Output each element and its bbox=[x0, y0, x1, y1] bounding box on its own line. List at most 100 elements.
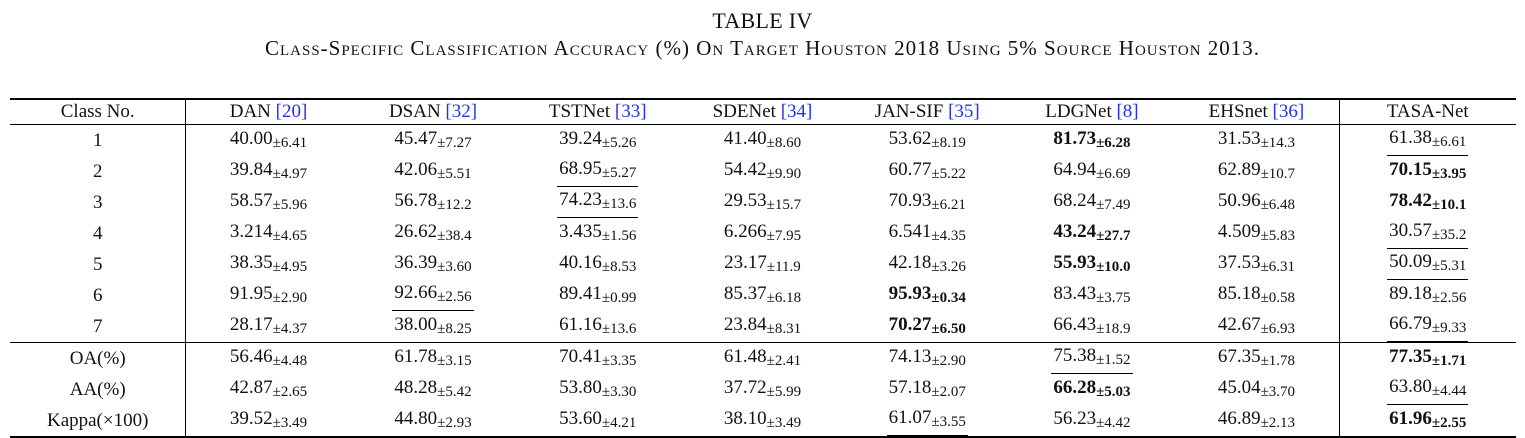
citation-link[interactable]: [32] bbox=[445, 101, 478, 122]
std-value: ±5.96 bbox=[272, 196, 308, 213]
citation-link[interactable]: [36] bbox=[1272, 101, 1305, 122]
table-row: Kappa(×100) 39.52±3.49 44.80±2.93 53.60±4.2… bbox=[10, 405, 1516, 438]
std-value: ±3.55 bbox=[931, 414, 966, 430]
table-cell: 39.84±4.97 bbox=[186, 156, 351, 187]
mean-value: 42.18 bbox=[888, 251, 932, 273]
std-value: ±3.60 bbox=[437, 258, 472, 275]
mean-value: 70.93 bbox=[888, 189, 932, 211]
mean-value: 83.43 bbox=[1053, 282, 1097, 304]
cell-value: 67.35±1.78 bbox=[1216, 344, 1297, 374]
cell-value: 61.78±3.15 bbox=[392, 344, 473, 374]
citation-link[interactable]: [20] bbox=[275, 101, 308, 122]
mean-value: 78.42 bbox=[1389, 189, 1432, 211]
table-row: 6 91.95±2.90 92.66±2.56 89.41±0.99 85.37±6.1… bbox=[10, 280, 1516, 311]
cell-value: 85.18±0.58 bbox=[1216, 281, 1297, 311]
std-value: ±6.18 bbox=[766, 289, 802, 306]
table-cell: 29.53±15.7 bbox=[680, 187, 845, 218]
mean-value: 64.94 bbox=[1053, 158, 1097, 180]
mean-value: 56.78 bbox=[394, 189, 438, 211]
std-value: ±6.50 bbox=[931, 320, 966, 337]
table-cell: 3.214±4.65 bbox=[186, 218, 351, 249]
std-value: ±5.42 bbox=[437, 383, 472, 400]
std-value: ±2.90 bbox=[931, 352, 966, 369]
mean-value: 70.15 bbox=[1389, 158, 1432, 180]
table-cell: 81.73±6.28 bbox=[1010, 125, 1175, 157]
table-cell: 36.39±3.60 bbox=[351, 249, 516, 280]
best-value: 78.42±10.1 bbox=[1387, 188, 1468, 218]
mean-value: 45.04 bbox=[1217, 376, 1261, 398]
mean-value: 89.41 bbox=[559, 282, 602, 304]
best-value: 70.27±6.50 bbox=[887, 312, 968, 342]
mean-value: 85.18 bbox=[1217, 282, 1261, 304]
table-row: 3 58.57±5.96 56.78±12.2 74.23±13.6 29.53±15.… bbox=[10, 187, 1516, 218]
mean-value: 28.17 bbox=[229, 313, 273, 335]
cell-value: 23.84±8.31 bbox=[722, 312, 803, 342]
std-value: ±13.6 bbox=[601, 196, 637, 212]
mean-value: 45.47 bbox=[394, 127, 438, 149]
citation-link[interactable]: [33] bbox=[614, 101, 647, 122]
std-value: ±3.15 bbox=[437, 352, 472, 369]
table-cell: 42.18±3.26 bbox=[845, 249, 1010, 280]
cell-value: 53.62±8.19 bbox=[887, 126, 968, 156]
mean-value: 38.35 bbox=[229, 251, 273, 273]
table-cell: 75.38±1.52 bbox=[1009, 342, 1175, 374]
table-cell: 74.23±13.6 bbox=[515, 187, 680, 218]
mean-value: 62.89 bbox=[1217, 158, 1261, 180]
table-cell: 43.24±27.7 bbox=[1010, 218, 1175, 249]
table-cell: 23.84±8.31 bbox=[680, 311, 845, 343]
cell-value: 45.04±3.70 bbox=[1216, 375, 1297, 405]
cell-value: 38.00±8.25 bbox=[392, 312, 473, 342]
table-cell: 44.80±2.93 bbox=[350, 405, 516, 438]
mean-value: 61.78 bbox=[394, 345, 438, 367]
cell-value: 42.18±3.26 bbox=[887, 250, 968, 280]
table-body: 1 40.00±6.41 45.47±7.27 39.24±5.26 41.40±8.6… bbox=[10, 124, 1516, 438]
table-cell: 28.17±4.37 bbox=[186, 311, 351, 343]
second-best-value: 74.23±13.6 bbox=[557, 187, 639, 218]
header-method: DAN [20] bbox=[185, 98, 351, 125]
mean-value: 3.435 bbox=[559, 220, 602, 242]
method-name: DAN bbox=[229, 101, 271, 122]
cell-value: 42.06±5.51 bbox=[392, 157, 473, 187]
std-value: ±3.75 bbox=[1096, 289, 1131, 306]
citation-link[interactable]: [8] bbox=[1116, 101, 1139, 122]
cell-value: 53.60±4.21 bbox=[557, 406, 638, 436]
table-row: 1 40.00±6.41 45.47±7.27 39.24±5.26 41.40±8.6… bbox=[10, 124, 1516, 157]
second-best-value: 30.57±35.2 bbox=[1387, 218, 1469, 249]
table-cell: 68.95±5.27 bbox=[515, 156, 680, 187]
table-cell: 57.18±2.07 bbox=[845, 374, 1010, 405]
cell-value: 60.77±5.22 bbox=[887, 157, 968, 187]
cell-value: 36.39±3.60 bbox=[392, 250, 473, 280]
mean-value: 36.39 bbox=[394, 251, 438, 273]
table-cell: 70.93±6.21 bbox=[845, 187, 1010, 218]
second-best-value: 92.66±2.56 bbox=[392, 280, 474, 311]
table-cell: 54.42±9.90 bbox=[680, 156, 845, 187]
cell-value: 44.80±2.93 bbox=[392, 406, 473, 436]
mean-value: 61.38 bbox=[1389, 127, 1432, 148]
table-cell: 74.13±2.90 bbox=[844, 342, 1010, 374]
table-cell: 45.04±3.70 bbox=[1174, 374, 1339, 405]
cell-value: 41.40±8.60 bbox=[722, 126, 803, 156]
table-cell: 23.17±11.9 bbox=[680, 249, 845, 280]
table-cell: 64.94±6.69 bbox=[1010, 156, 1175, 187]
citation-link[interactable]: [34] bbox=[780, 101, 813, 122]
std-value: ±8.53 bbox=[601, 258, 637, 275]
cell-value: 6.541±4.35 bbox=[887, 219, 968, 249]
std-value: ±5.31 bbox=[1431, 258, 1467, 274]
table-cell: 63.80±4.44 bbox=[1338, 374, 1516, 405]
table-cell: 85.18±0.58 bbox=[1174, 280, 1339, 311]
cell-value: 26.62±38.4 bbox=[392, 219, 473, 249]
std-value: ±1.52 bbox=[1096, 352, 1131, 368]
table-cell: 60.77±5.22 bbox=[845, 156, 1010, 187]
mean-value: 66.43 bbox=[1053, 313, 1097, 335]
mean-value: 26.62 bbox=[394, 220, 438, 242]
row-label: Kappa(×100) bbox=[10, 405, 187, 438]
std-value: ±10.7 bbox=[1260, 165, 1296, 182]
second-best-value: 68.95±5.27 bbox=[557, 156, 639, 187]
cell-value: 70.41±3.35 bbox=[557, 344, 638, 374]
cell-value: 4.509±5.83 bbox=[1216, 219, 1297, 249]
table-cell: 53.60±4.21 bbox=[515, 405, 681, 438]
std-value: ±9.33 bbox=[1431, 320, 1467, 336]
citation-link[interactable]: [35] bbox=[948, 101, 980, 122]
cell-value: 37.53±6.31 bbox=[1216, 250, 1297, 280]
table-cell: 31.53±14.3 bbox=[1174, 125, 1339, 157]
